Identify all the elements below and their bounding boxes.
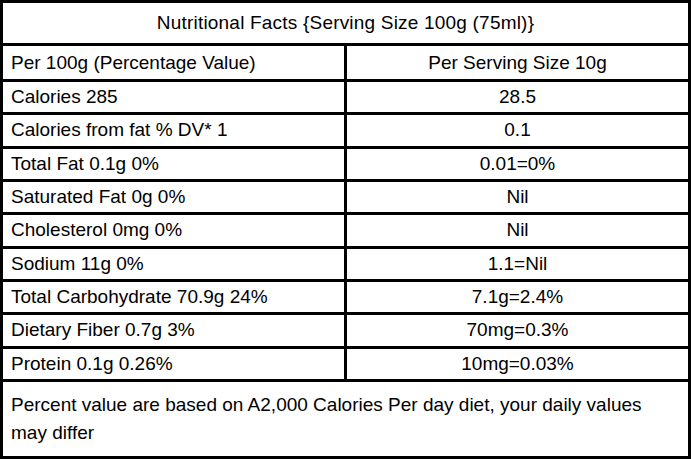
nutrient-value: Nil xyxy=(346,180,690,213)
table-row-protein: Protein 0.1g 0.26% 10mg=0.03% xyxy=(2,347,690,380)
column-header-per-100g: Per 100g (Percentage Value) xyxy=(2,45,346,81)
nutrient-value: 0.01=0% xyxy=(346,147,690,180)
table-row-calories: Calories 285 28.5 xyxy=(2,81,690,114)
nutrient-value: 7.1g=2.4% xyxy=(346,280,690,313)
table-row-calories-from-fat: Calories from fat % DV* 1 0.1 xyxy=(2,114,690,147)
table-row-sodium: Sodium 11g 0% 1.1=Nil xyxy=(2,247,690,280)
nutrient-label: Saturated Fat 0g 0% xyxy=(2,180,346,213)
nutrient-label: Total Fat 0.1g 0% xyxy=(2,147,346,180)
column-header-row: Per 100g (Percentage Value) Per Serving … xyxy=(2,45,690,81)
nutrient-value: 0.1 xyxy=(346,114,690,147)
title-row: Nutritional Facts {Serving Size 100g (75… xyxy=(2,2,690,45)
nutrient-value: 70mg=0.3% xyxy=(346,314,690,347)
nutrient-label: Calories 285 xyxy=(2,81,346,114)
nutrient-label: Protein 0.1g 0.26% xyxy=(2,347,346,380)
table-footnote: Percent value are based on A2,000 Calori… xyxy=(2,381,690,458)
column-header-per-serving: Per Serving Size 10g xyxy=(346,45,690,81)
table-row-dietary-fiber: Dietary Fiber 0.7g 3% 70mg=0.3% xyxy=(2,314,690,347)
nutrient-label: Calories from fat % DV* 1 xyxy=(2,114,346,147)
table-row-total-carbohydrate: Total Carbohydrate 70.9g 24% 7.1g=2.4% xyxy=(2,280,690,313)
nutrient-value: 1.1=Nil xyxy=(346,247,690,280)
nutrient-label: Sodium 11g 0% xyxy=(2,247,346,280)
nutrient-label: Total Carbohydrate 70.9g 24% xyxy=(2,280,346,313)
table-row-total-fat: Total Fat 0.1g 0% 0.01=0% xyxy=(2,147,690,180)
table-row-cholesterol: Cholesterol 0mg 0% Nil xyxy=(2,214,690,247)
nutrition-label-page: Nutritional Facts {Serving Size 100g (75… xyxy=(0,0,691,459)
nutrient-label: Cholesterol 0mg 0% xyxy=(2,214,346,247)
nutrient-value: 10mg=0.03% xyxy=(346,347,690,380)
table-row-saturated-fat: Saturated Fat 0g 0% Nil xyxy=(2,180,690,213)
footnote-row: Percent value are based on A2,000 Calori… xyxy=(2,381,690,458)
nutrient-value: 28.5 xyxy=(346,81,690,114)
nutrition-facts-table: Nutritional Facts {Serving Size 100g (75… xyxy=(0,0,691,459)
table-title: Nutritional Facts {Serving Size 100g (75… xyxy=(2,2,690,45)
nutrient-label: Dietary Fiber 0.7g 3% xyxy=(2,314,346,347)
nutrient-value: Nil xyxy=(346,214,690,247)
